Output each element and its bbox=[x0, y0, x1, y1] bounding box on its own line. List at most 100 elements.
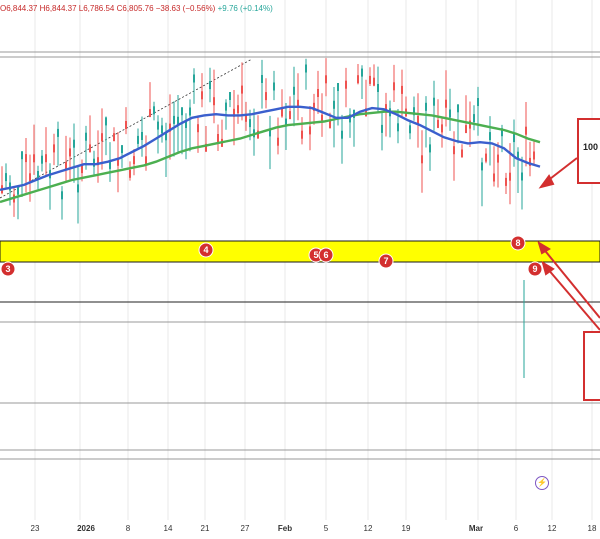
candle-body bbox=[157, 121, 159, 130]
candle-body bbox=[457, 104, 459, 113]
arrow-lower-1 bbox=[541, 246, 600, 319]
x-tick-label: 14 bbox=[164, 524, 173, 533]
candle-body bbox=[301, 130, 303, 139]
candle-body bbox=[173, 115, 175, 124]
candle-body bbox=[101, 133, 103, 142]
candle-body bbox=[193, 74, 195, 83]
candle-body bbox=[285, 118, 287, 127]
candle-body bbox=[393, 82, 395, 91]
arrow-lower-1-head bbox=[537, 240, 551, 255]
arrow-lower-2-head bbox=[541, 260, 555, 276]
marker-circle bbox=[510, 235, 526, 251]
candle-body bbox=[29, 173, 31, 182]
candle-body bbox=[17, 186, 19, 195]
candle-body bbox=[265, 92, 267, 101]
candle-body bbox=[273, 82, 275, 91]
candle-body bbox=[509, 172, 511, 181]
candle-body bbox=[489, 132, 491, 141]
marker-7: 7 bbox=[378, 253, 394, 269]
candle-body bbox=[493, 173, 495, 182]
x-tick-label: Feb bbox=[278, 524, 292, 533]
arrow-lower-2 bbox=[546, 267, 600, 331]
candle-body bbox=[225, 102, 227, 111]
marker-label: 3 bbox=[5, 264, 10, 274]
candle-body bbox=[149, 109, 151, 118]
ohlc-high: H6,844.37 bbox=[39, 4, 77, 13]
candle-body bbox=[197, 124, 199, 133]
candle-body bbox=[461, 149, 463, 158]
candle-body bbox=[81, 165, 83, 174]
candle-body bbox=[445, 99, 447, 108]
candle-body bbox=[329, 120, 331, 129]
candle-body bbox=[93, 158, 95, 167]
candle-body bbox=[501, 128, 503, 137]
x-tick-label: 5 bbox=[324, 524, 329, 533]
candle-body bbox=[57, 128, 59, 137]
candle-body bbox=[77, 184, 79, 193]
candle-body bbox=[137, 135, 139, 144]
horizontal-levels[interactable] bbox=[0, 51, 600, 460]
candle-body bbox=[289, 111, 291, 120]
candle-body bbox=[21, 151, 23, 160]
candle-body bbox=[341, 130, 343, 139]
candle-body bbox=[421, 155, 423, 164]
x-tick-label: 2026 bbox=[77, 524, 95, 533]
candle-body bbox=[229, 92, 231, 100]
candle-body bbox=[245, 113, 247, 122]
candle-body bbox=[369, 75, 371, 84]
candle-body bbox=[141, 132, 143, 140]
candle-body bbox=[305, 64, 307, 73]
marker-label: 9 bbox=[532, 264, 537, 274]
arrow-upper-head bbox=[538, 174, 555, 189]
candle-body bbox=[113, 133, 115, 142]
candle-body bbox=[481, 162, 483, 171]
callout-box-upper: 100 bbox=[577, 118, 600, 184]
candle-body bbox=[189, 107, 191, 116]
candle-body bbox=[377, 84, 379, 92]
candle-body bbox=[169, 123, 171, 132]
x-tick-label: 6 bbox=[514, 524, 519, 533]
x-tick-label: 18 bbox=[588, 524, 597, 533]
candle-body bbox=[241, 85, 243, 94]
candle-body bbox=[45, 154, 47, 163]
candle-body bbox=[277, 137, 279, 146]
x-tick-label: 19 bbox=[402, 524, 411, 533]
candle-body bbox=[145, 156, 147, 165]
x-tick-label: 23 bbox=[31, 524, 40, 533]
candle-body bbox=[41, 155, 43, 164]
ohlc-readout: O6,844.37 H6,844.37 L6,786.54 C6,805.76 … bbox=[0, 4, 273, 13]
candle-body bbox=[25, 154, 27, 163]
markers: 3 4 5 6 7 8 9 bbox=[0, 235, 543, 277]
candle-body bbox=[337, 83, 339, 91]
candle-body bbox=[313, 102, 315, 111]
candle-body bbox=[529, 157, 531, 166]
marker-9: 9 bbox=[527, 261, 543, 277]
candle-body bbox=[401, 85, 403, 94]
arrows bbox=[537, 157, 600, 331]
candle-body bbox=[233, 108, 235, 117]
candle-body bbox=[5, 173, 7, 182]
candle-body bbox=[429, 144, 431, 153]
candle-body bbox=[333, 100, 335, 109]
x-tick-label: 27 bbox=[241, 524, 250, 533]
candle-body bbox=[133, 156, 135, 165]
callout-box-lower bbox=[583, 331, 600, 401]
marker-4: 4 bbox=[198, 242, 214, 258]
candle-body bbox=[129, 169, 131, 178]
candle-body bbox=[433, 97, 435, 106]
candle-body bbox=[269, 128, 271, 137]
candle-body bbox=[37, 171, 39, 179]
candle-body bbox=[485, 153, 487, 162]
candle-body bbox=[61, 191, 63, 200]
candle-body bbox=[453, 146, 455, 155]
candle-body bbox=[109, 160, 111, 169]
candle-body bbox=[325, 75, 327, 84]
x-axis: 23 2026 8 14 21 27 Feb 5 12 19 Mar 6 12 18 bbox=[31, 524, 597, 533]
marker-label: 7 bbox=[383, 256, 388, 266]
ohlc-change-2: +9.76 (+0.14%) bbox=[217, 4, 273, 13]
lightning-icon[interactable]: ⚡ bbox=[535, 476, 549, 490]
candle-body bbox=[213, 97, 215, 106]
candle-body bbox=[473, 114, 475, 123]
callout-upper-text: 100 bbox=[583, 142, 599, 152]
